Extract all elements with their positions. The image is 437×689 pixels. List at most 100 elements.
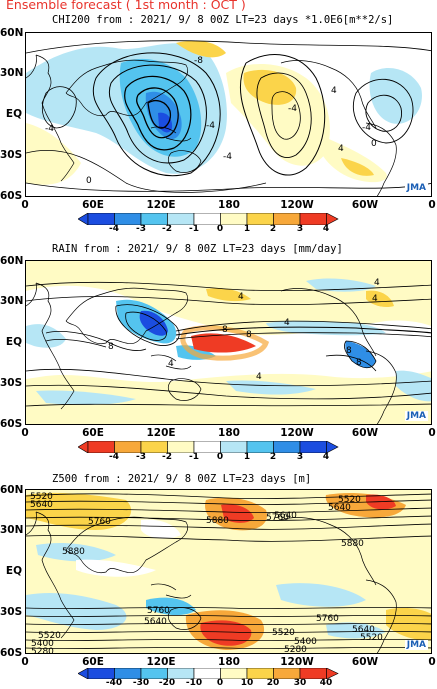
jma-logo: JMA — [404, 183, 428, 193]
contour-label: 5640 — [328, 503, 351, 513]
colorbar-label: -3 — [136, 224, 146, 234]
colorbar-label: -1 — [189, 452, 199, 462]
contour-label: 4 — [331, 86, 337, 96]
chi200-coastlines — [26, 54, 397, 196]
z500-contours — [26, 493, 431, 649]
lat-label-60s: 60S — [0, 418, 23, 430]
contour-label: 0 — [371, 139, 377, 149]
z500-panel-title: Z500 from : 2021/ 9/ 8 00Z LT=23 days [m… — [52, 473, 312, 485]
lon-label-60e: 60E — [82, 199, 104, 211]
contour-label: 4 — [372, 294, 378, 304]
colorbar-label: 3 — [296, 452, 304, 462]
contour-label: 4 — [238, 292, 244, 302]
colorbar-label: 1 — [243, 452, 251, 462]
contour-label: 5400 — [294, 637, 317, 647]
lon-label-0-east: 0 — [428, 199, 436, 211]
lat-label-30n: 30N — [0, 295, 24, 307]
rain-contours — [26, 281, 431, 407]
lon-label-180: 180 — [218, 427, 240, 439]
rain-colorbar — [78, 441, 339, 453]
lat-label-60n: 60N — [0, 27, 24, 39]
lon-label-60w: 60W — [351, 656, 379, 668]
contour-label: 4 — [284, 318, 290, 328]
contour-label: 0 — [86, 176, 92, 186]
lon-label-0-east: 0 — [428, 656, 436, 668]
colorbar-label: -2 — [162, 224, 172, 234]
lon-label-120w: 120W — [280, 199, 314, 211]
contour-label: -4 — [288, 104, 297, 114]
contour-label: 5400 — [31, 639, 54, 649]
jma-logo: JMA — [404, 640, 428, 650]
colorbar-label: -40 — [105, 678, 123, 688]
contour-label: 5640 — [274, 511, 297, 521]
contour-label: -4 — [45, 124, 54, 134]
lon-label-180: 180 — [218, 199, 240, 211]
contour-label: -8 — [194, 56, 203, 66]
z500-shading — [26, 490, 431, 653]
lon-label-60w: 60W — [351, 199, 379, 211]
lat-label-30s: 30S — [0, 377, 23, 389]
colorbar-label: 0 — [216, 678, 224, 688]
colorbar-label: 4 — [322, 452, 330, 462]
contour-label: 5760 — [147, 606, 170, 616]
contour-label: 8 — [356, 358, 362, 368]
contour-label: 8 — [346, 346, 352, 356]
z500-coastlines — [26, 511, 397, 653]
lat-label-eq: EQ — [5, 336, 22, 348]
chi200-shading — [26, 40, 422, 185]
contour-label: 5280 — [284, 645, 307, 654]
colorbar-label: -3 — [136, 452, 146, 462]
rain-map: 4 4 4 4 8 8 8 4 8 8 4 JMA — [25, 260, 432, 425]
contour-label: 5880 — [206, 516, 229, 526]
lon-label-120w: 120W — [280, 427, 314, 439]
colorbar-label: -2 — [162, 452, 172, 462]
lon-label-120e: 120E — [146, 199, 176, 211]
lat-label-60n: 60N — [0, 484, 24, 496]
z500-field: 5520 5640 5760 5880 5880 5760 5640 5520 … — [26, 490, 431, 654]
contour-label: 4 — [256, 372, 262, 382]
contour-label: -4 — [362, 123, 371, 133]
rain-contour-labels: 4 4 4 4 8 8 8 4 8 8 4 — [108, 278, 380, 382]
colorbar-label: -10 — [185, 678, 203, 688]
lat-label-eq: EQ — [5, 565, 22, 577]
contour-label: 5880 — [62, 547, 85, 557]
chi200-contour-labels: -8 -4 -4 0 -4 4 -4 -4 4 0 — [45, 56, 377, 186]
colorbar-label: -4 — [109, 452, 119, 462]
contour-label: 5760 — [88, 517, 111, 527]
contour-label: 4 — [374, 278, 380, 288]
z500-colorbar — [78, 668, 339, 679]
lat-label-30s: 30S — [0, 606, 23, 618]
colorbar-label: 2 — [269, 224, 277, 234]
chi200-panel-title: CHI200 from : 2021/ 9/ 8 00Z LT=23 days … — [52, 14, 394, 26]
contour-label: 5520 — [272, 628, 295, 638]
contour-label: 5760 — [266, 513, 289, 523]
lat-label-30n: 30N — [0, 524, 24, 536]
chi200-colorbar — [78, 213, 339, 225]
contour-label: 5640 — [30, 500, 53, 510]
lat-label-30n: 30N — [0, 67, 24, 79]
colorbar-label: 0 — [216, 224, 224, 234]
lon-label-60e: 60E — [82, 656, 104, 668]
jma-logo: JMA — [404, 411, 428, 421]
colorbar-label: 4 — [322, 224, 330, 234]
contour-label: 5640 — [144, 617, 167, 627]
contour-label: 4 — [338, 144, 344, 154]
forecast-title: Ensemble forecast ( 1st month : OCT ) — [6, 0, 246, 12]
z500-contour-labels: 5520 5640 5760 5880 5880 5760 5640 5520 … — [30, 492, 383, 654]
chi200-field: -8 -4 -4 0 -4 4 -4 -4 4 0 — [26, 40, 431, 196]
lat-label-eq: EQ — [5, 108, 22, 120]
contour-label: 5880 — [341, 539, 364, 549]
colorbar-label: 0 — [216, 452, 224, 462]
contour-label: 5280 — [31, 647, 54, 654]
colorbar-label: -30 — [132, 678, 150, 688]
colorbar-label: 40 — [319, 678, 333, 688]
contour-label: 4 — [168, 359, 174, 369]
rain-panel-title: RAIN from : 2021/ 9/ 8 00Z LT=23 days [m… — [52, 243, 343, 255]
contour-label: 5520 — [338, 495, 361, 505]
contour-label: -4 — [206, 121, 215, 131]
contour-label: 5760 — [316, 614, 339, 624]
colorbar-label: 20 — [266, 678, 280, 688]
lon-label-0: 0 — [21, 427, 29, 439]
contour-label: 5520 — [30, 492, 53, 502]
lon-label-180: 180 — [218, 656, 240, 668]
